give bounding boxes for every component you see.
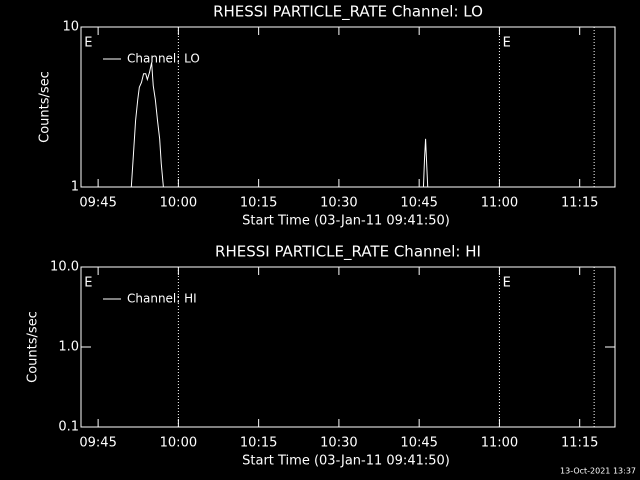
chart-title: RHESSI PARTICLE_RATE Channel: HI	[215, 243, 481, 262]
x-tick-label: 11:00	[481, 196, 518, 211]
plot-frame	[80, 26, 616, 188]
y-axis-label: Counts/sec	[38, 71, 53, 143]
x-axis-label: Start Time (03-Jan-11 09:41:50)	[242, 454, 450, 469]
legend-label: Channel: LO	[127, 52, 200, 66]
event-label: E	[84, 36, 92, 51]
y-axis-label: Counts/sec	[26, 311, 41, 383]
x-tick-label: 10:45	[400, 436, 437, 451]
y-tick-label: 0.1	[58, 420, 79, 435]
x-tick-label: 11:15	[561, 196, 598, 211]
event-label: E	[503, 36, 511, 51]
chart-title: RHESSI PARTICLE_RATE Channel: LO	[213, 3, 483, 22]
x-tick-label: 09:45	[79, 196, 116, 211]
x-tick-label: 10:00	[160, 436, 197, 451]
x-tick-label: 10:15	[240, 436, 277, 451]
x-tick-label: 10:15	[240, 196, 277, 211]
y-tick-label: 1.0	[58, 340, 79, 355]
data-line	[130, 62, 429, 187]
y-tick-label: 1	[71, 180, 79, 195]
event-label: E	[503, 276, 511, 291]
x-tick-label: 10:00	[160, 196, 197, 211]
y-tick-label: 10.0	[50, 260, 79, 275]
x-axis-label: Start Time (03-Jan-11 09:41:50)	[242, 214, 450, 229]
event-label: E	[84, 276, 92, 291]
x-tick-label: 10:45	[400, 196, 437, 211]
timestamp: 13-Oct-2021 13:37	[560, 467, 636, 476]
legend-label: Channel: HI	[127, 292, 197, 306]
x-tick-label: 10:30	[320, 436, 357, 451]
x-tick-label: 09:45	[79, 436, 116, 451]
x-tick-label: 11:00	[481, 436, 518, 451]
x-tick-label: 11:15	[561, 436, 598, 451]
y-tick-label: 10	[62, 20, 79, 35]
x-tick-label: 10:30	[320, 196, 357, 211]
